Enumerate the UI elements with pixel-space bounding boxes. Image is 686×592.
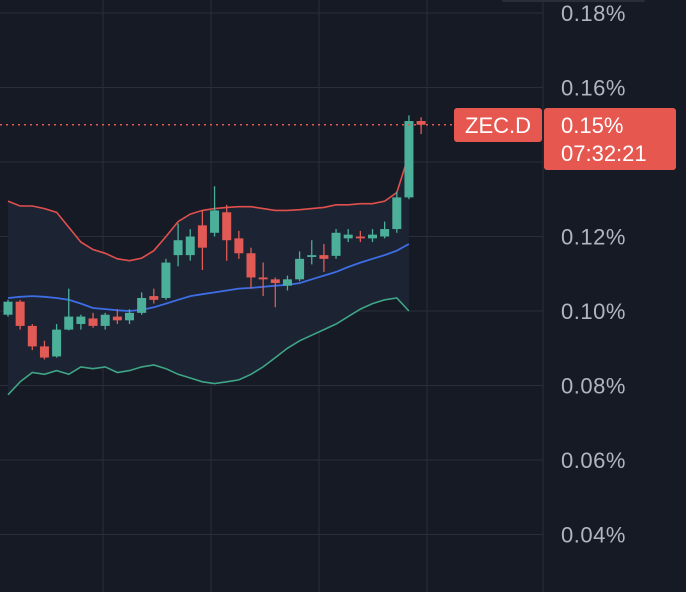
price-axis-tick-label: 0.12% [561,225,626,250]
price-tag[interactable]: 0.15% 07:32:21 [544,108,676,170]
candle-down [27,325,37,347]
price-axis-tick-label: 0.06% [561,448,626,473]
candle-up [331,232,341,256]
candle-down [15,301,25,326]
bollinger-upper-line [7,154,410,262]
candle-up [392,197,402,230]
symbol-tag-background [454,108,542,142]
price-axis-tick-label: 0.10% [561,299,626,324]
candle-up [404,121,414,198]
price-tag-background [544,108,676,170]
price-axis-tick-label: 0.16% [561,76,626,101]
candle-up [64,316,74,330]
candle-down [416,121,426,125]
candle-down [112,316,122,321]
candle-down [355,236,365,239]
candle-up [185,236,195,256]
candle-up [307,255,317,257]
candle-up [100,314,110,326]
candle-up [173,240,183,256]
candle-down [149,296,159,300]
candle-up [125,312,134,321]
candle-down [258,277,268,280]
bar-countdown: 07:32:21 [561,141,647,166]
candle-down [222,212,232,241]
candle-down [270,279,280,284]
candle-down [39,346,49,358]
candle-up [52,329,62,357]
bollinger-lower-line [7,297,410,396]
candle-down [234,238,244,254]
symbol-tag[interactable]: ZEC.D [454,108,542,142]
price-axis-tick-label: 0.04% [561,523,626,548]
candle-up [137,297,147,313]
price-axis-tick-label: 0.18% [561,1,626,26]
price-axis-tick-label: 0.08% [561,374,626,399]
candle-down [88,318,98,326]
candle-up [380,229,390,237]
candle-down [319,255,329,259]
candle-up [368,234,377,239]
price-axis-ticks: 0.18% 0.16% 0.12% 0.10% 0.08% 0.06% 0.04% [561,1,626,548]
candle-up [76,316,86,325]
symbol-tag-label: ZEC.D [465,113,531,138]
axis-top-marker [502,0,645,2]
bollinger-band-fill [8,154,409,395]
candle-up [343,234,353,239]
price-tag-value: 0.15% [561,113,623,138]
candle-up [161,262,171,298]
candle-up [282,279,292,286]
candles-group [3,115,426,360]
candle-down [197,225,207,248]
candle-up [3,301,13,315]
candle-up [295,258,305,280]
candle-down [246,253,256,278]
candle-up [210,210,220,233]
bollinger-basis-line [7,243,410,312]
